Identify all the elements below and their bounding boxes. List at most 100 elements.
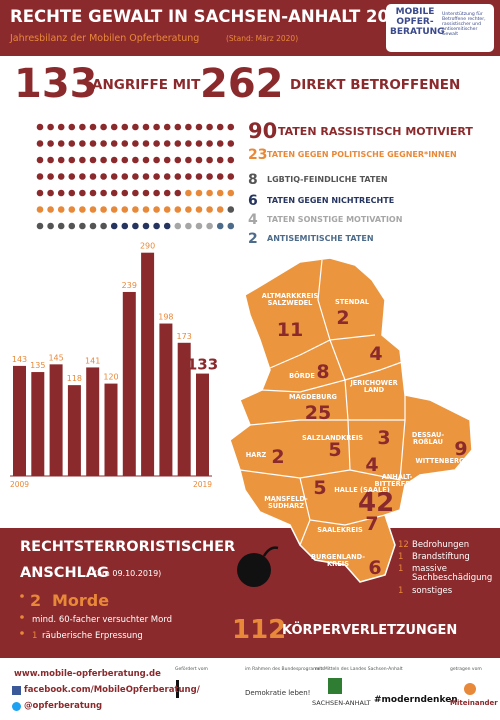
motive-dot xyxy=(47,206,54,213)
injuries-label: KÖRPERVERLETZUNGEN xyxy=(282,623,458,638)
robbery-label: räuberische Erpressung xyxy=(42,631,143,641)
motive-dot xyxy=(216,222,224,230)
attack-title2: ANSCHLAG xyxy=(20,565,109,581)
motive-dot xyxy=(79,156,86,164)
region-value: 8 xyxy=(316,361,330,383)
subtitle: Jahresbilanz der Mobilen Opferberatung xyxy=(10,33,200,44)
motive-dot xyxy=(216,140,224,147)
attack-date: (am 09.10.2019) xyxy=(94,569,162,578)
motive-dot xyxy=(132,156,139,164)
motive-dot xyxy=(57,173,65,180)
motive-dot xyxy=(57,156,65,164)
motive-dot xyxy=(174,173,182,180)
program: im Rahmen des Bundesprogramms xyxy=(245,667,325,672)
twitter: @opferberatung xyxy=(24,701,103,711)
region-name: ANHALT-BITTERFELD xyxy=(374,473,420,489)
motive-dot xyxy=(36,123,44,131)
motive-dot xyxy=(206,173,213,180)
motive-dot xyxy=(121,173,129,180)
motive-dot xyxy=(195,206,203,213)
logo-box xyxy=(386,4,494,52)
motive-count: 23 xyxy=(248,147,268,163)
offense-label: Bedrohungen xyxy=(412,540,470,550)
region-name: JERICHOWER LAND xyxy=(350,379,398,395)
motive-dot xyxy=(153,173,160,180)
motive-dot xyxy=(132,123,139,131)
region-value: 2 xyxy=(271,446,285,468)
motive-dot xyxy=(121,222,129,230)
region-value: 2 xyxy=(336,307,350,329)
motive-dot xyxy=(185,206,192,213)
motive-dot xyxy=(100,173,107,180)
region-value: 7 xyxy=(365,513,379,535)
value-label: 141 xyxy=(85,356,100,365)
value-label: 133 xyxy=(187,356,218,374)
state: mit Mitteln des Landes Sachsen-Anhalt xyxy=(315,667,403,672)
motive-dot xyxy=(132,140,139,147)
bullet xyxy=(20,615,24,619)
title: RECHTE GEWALT IN SACHSEN-ANHALT 2019 xyxy=(10,7,412,26)
region-name: MAGDEBURG xyxy=(289,393,337,401)
bar xyxy=(104,383,118,476)
bar xyxy=(49,364,63,476)
motive-dot xyxy=(47,189,54,197)
value-label: 118 xyxy=(67,374,82,383)
motive-dot xyxy=(195,123,203,131)
motive-dot xyxy=(100,123,107,131)
robbery-count: 1 xyxy=(32,631,38,641)
region-name: HALLE (SAALE) xyxy=(334,486,390,494)
region-name: MANSFELD-SÜDHARZ xyxy=(264,495,308,511)
value-label: 173 xyxy=(177,332,192,341)
motive-count: 90 xyxy=(248,119,278,143)
motive-dot xyxy=(68,156,76,164)
motive-dot xyxy=(206,123,213,131)
motive-dot xyxy=(195,140,203,147)
motive-dot xyxy=(174,222,182,230)
motive-dot xyxy=(79,222,86,230)
murders-count: 2 xyxy=(30,591,42,610)
motive-dot xyxy=(206,140,213,147)
attack-title: RECHTSTERRORISTISCHER xyxy=(20,539,236,555)
region-value: 9 xyxy=(454,438,468,460)
motive-count: 2 xyxy=(248,231,258,247)
motive-dot xyxy=(47,222,54,230)
motive-dot xyxy=(79,173,86,180)
motive-dot xyxy=(89,123,97,131)
offense-count: 1 xyxy=(398,586,404,596)
website: www.mobile-opferberatung.de xyxy=(14,669,161,679)
motive-label: TATEN GEGEN POLITISCHE GEGNER*INNEN xyxy=(267,150,457,159)
motive-dot xyxy=(121,156,129,164)
region-name: WITTENBERG xyxy=(415,457,465,465)
region-name: DESSAU-ROßLAU xyxy=(411,431,445,447)
bar xyxy=(122,291,136,476)
region-name: HARZ xyxy=(245,451,267,459)
attempted-murder: mind. 60-facher versuchter Mord xyxy=(32,615,173,625)
motive-dot xyxy=(142,173,150,180)
region-name: BURGENLAND-KREIS xyxy=(310,553,366,569)
motive-dot xyxy=(195,173,203,180)
motive-dot xyxy=(206,222,213,230)
motive-dot xyxy=(57,206,65,213)
bar xyxy=(86,367,100,476)
motive-dot xyxy=(36,173,44,180)
motive-dot xyxy=(121,189,129,197)
bar xyxy=(196,373,209,476)
motive-dot xyxy=(163,156,171,164)
motive-dot xyxy=(68,123,76,131)
motive-dot xyxy=(195,189,203,197)
bar xyxy=(177,342,191,476)
x-tick-label: 2009 xyxy=(10,480,29,489)
motive-dot xyxy=(227,140,235,147)
motive-count: 4 xyxy=(248,212,258,228)
motive-dot xyxy=(57,123,65,131)
offense-label: Brandstiftung xyxy=(412,552,470,562)
region-name: STENDAL xyxy=(334,298,370,306)
motive-dot xyxy=(79,123,86,131)
motive-dot xyxy=(47,140,54,147)
motive-dot xyxy=(132,222,139,230)
motive-dot xyxy=(89,156,97,164)
motive-dot xyxy=(89,140,97,147)
ministry-logo xyxy=(176,680,179,698)
affected-label: DIREKT BETROFFENEN xyxy=(290,77,461,93)
